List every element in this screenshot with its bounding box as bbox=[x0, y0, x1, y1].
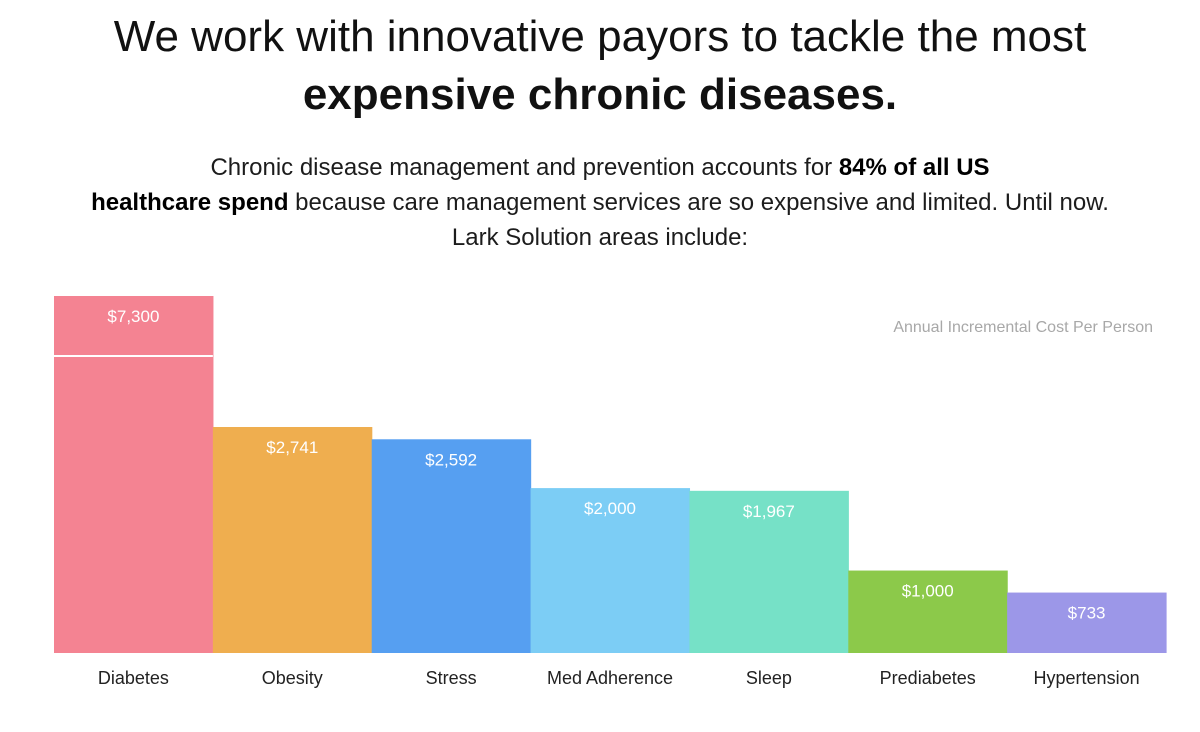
intro-line-2: healthcare spend because care management… bbox=[0, 185, 1200, 220]
bar-value-label: $1,967 bbox=[743, 502, 795, 521]
category-label: Stress bbox=[426, 668, 477, 688]
chart-annotation: Annual Incremental Cost Per Person bbox=[893, 319, 1153, 336]
bar-value-label: $2,592 bbox=[425, 450, 477, 469]
intro-line-2-text: because care management services are so … bbox=[288, 189, 1109, 216]
bar-value-label: $733 bbox=[1068, 604, 1106, 623]
intro-line-1-highlight: 84% of all US bbox=[838, 154, 990, 181]
bar-diabetes bbox=[54, 296, 214, 653]
intro-line-1: Chronic disease management and preventio… bbox=[0, 150, 1200, 185]
bar-sleep bbox=[689, 490, 849, 653]
bar-value-label: $2,000 bbox=[584, 499, 636, 518]
intro-line-1-text: Chronic disease management and preventio… bbox=[210, 154, 839, 181]
bar-hypertension bbox=[1007, 592, 1167, 653]
intro-paragraph: Chronic disease management and preventio… bbox=[0, 150, 1200, 255]
category-label: Hypertension bbox=[1034, 668, 1140, 688]
bar-obesity bbox=[212, 427, 373, 653]
bars-group: $7,300 Diabetes $2,741 Obesity $2,592 Stress $… bbox=[54, 296, 1167, 688]
headline-line-1: We work with innovative payors to tackle… bbox=[113, 12, 1087, 61]
category-label: Med Adherence bbox=[547, 668, 673, 688]
headline: We work with innovative payors to tackle… bbox=[0, 8, 1200, 124]
category-label: Obesity bbox=[262, 668, 323, 688]
bar-prediabetes bbox=[848, 570, 1008, 653]
intro-line-3: Lark Solution areas include: bbox=[451, 224, 749, 251]
bar-value-label: $2,741 bbox=[266, 438, 318, 457]
category-label: Prediabetes bbox=[880, 668, 976, 688]
headline-line-2: expensive chronic diseases. bbox=[302, 70, 898, 119]
category-label: Sleep bbox=[746, 668, 792, 688]
bar-stress bbox=[371, 439, 532, 653]
bar-value-label: $7,300 bbox=[107, 307, 159, 326]
intro-line-2-highlight: healthcare spend bbox=[91, 189, 289, 216]
bar-value-label: $1,000 bbox=[902, 582, 954, 601]
bar-med-adherence bbox=[530, 488, 691, 653]
category-label: Diabetes bbox=[98, 668, 169, 688]
